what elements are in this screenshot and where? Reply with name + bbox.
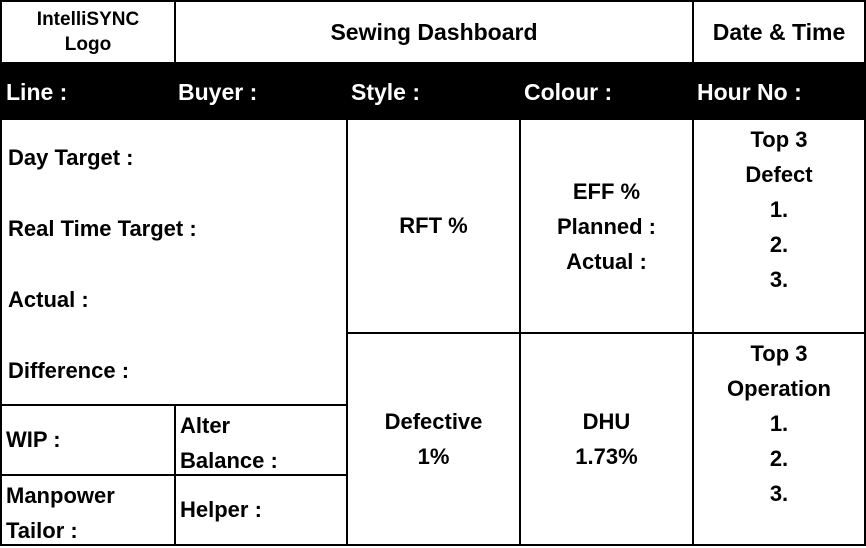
difference-label: Difference :: [8, 358, 130, 383]
info-bar: Line : Buyer : Style : Colour : Hour No …: [0, 64, 866, 120]
rft-label: RFT %: [399, 213, 468, 238]
top-operation-title-line-1: Top 3: [750, 341, 808, 366]
top-operation-title-line-2: Operation: [727, 376, 831, 401]
helper-label: Helper :: [180, 497, 262, 522]
list-item: 3.: [769, 267, 789, 292]
day-target-label: Day Target :: [8, 145, 134, 170]
alter-balance-cell: Alter Balance :: [174, 404, 348, 476]
manpower-label-line-2: Tailor :: [6, 518, 78, 543]
defective-label: Defective: [384, 409, 483, 434]
top-defect-title-line-2: Defect: [745, 162, 813, 187]
logo-line-1: IntelliSYNC: [36, 9, 140, 30]
efficiency-cell: EFF % Planned : Actual :: [519, 118, 694, 334]
list-item: 1.: [769, 411, 789, 436]
helper-cell: Helper :: [174, 474, 348, 546]
dhu-cell: DHU 1.73%: [519, 332, 694, 546]
real-time-target-label: Real Time Target :: [8, 216, 197, 241]
hour-no-label: Hour No :: [697, 79, 802, 105]
actual-label: Actual :: [8, 287, 89, 312]
defective-cell: Defective 1%: [346, 332, 521, 546]
targets-panel: Day Target : Real Time Target : Actual :…: [0, 118, 348, 406]
eff-title: EFF %: [572, 178, 641, 204]
eff-actual-label: Actual :: [566, 248, 647, 274]
date-time-display: Date & Time: [692, 0, 866, 64]
alter-label-line-1: Alter: [180, 413, 231, 438]
top-defect-panel: Top 3 Defect 1. 2. 3.: [692, 118, 866, 334]
manpower-cell: Manpower Tailor :: [0, 474, 176, 546]
top-operation-panel: Top 3 Operation 1. 2. 3.: [692, 332, 866, 546]
defective-value: 1%: [417, 444, 450, 469]
line-label: Line :: [6, 79, 68, 105]
wip-cell: WIP :: [0, 404, 176, 476]
list-item: 3.: [769, 481, 789, 506]
alter-label-line-2: Balance :: [180, 448, 278, 473]
eff-planned-label: Planned :: [556, 213, 656, 239]
buyer-label: Buyer :: [178, 79, 258, 105]
page-title: Sewing Dashboard: [174, 0, 694, 64]
logo-line-2: Logo: [64, 34, 112, 55]
logo-placeholder: IntelliSYNC Logo: [0, 0, 176, 64]
dhu-label: DHU: [582, 409, 631, 434]
colour-label: Colour :: [524, 79, 613, 105]
list-item: 1.: [769, 197, 789, 222]
wip-label: WIP :: [6, 427, 61, 452]
dhu-value: 1.73%: [575, 444, 638, 469]
list-item: 2.: [769, 232, 789, 257]
top-defect-title-line-1: Top 3: [750, 127, 808, 152]
style-label: Style :: [351, 79, 421, 105]
manpower-label-line-1: Manpower: [6, 483, 115, 508]
rft-cell: RFT %: [346, 118, 521, 334]
list-item: 2.: [769, 446, 789, 471]
